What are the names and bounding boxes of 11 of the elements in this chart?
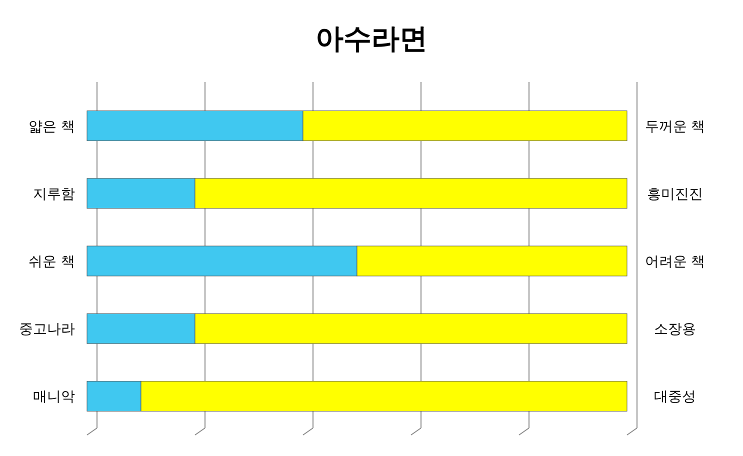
y2-tick-label: 어려운 책 <box>644 254 706 270</box>
y2-tick-label: 흥미진진 <box>647 186 703 202</box>
chart-title: 아수라면 <box>316 22 428 55</box>
y2-tick-label: 대중성 <box>654 389 696 406</box>
y-tick-label: 중고나라 <box>19 322 75 338</box>
y-tick-label: 지루함 <box>33 186 75 202</box>
y-tick-label: 매니악 <box>33 389 75 406</box>
y2-tick-label: 두꺼운 책 <box>644 118 706 135</box>
y2-tick-label: 소장용 <box>654 322 696 338</box>
y-tick-label: 쉬운 책 <box>28 254 75 270</box>
y-tick-label: 얇은 책 <box>28 118 75 135</box>
